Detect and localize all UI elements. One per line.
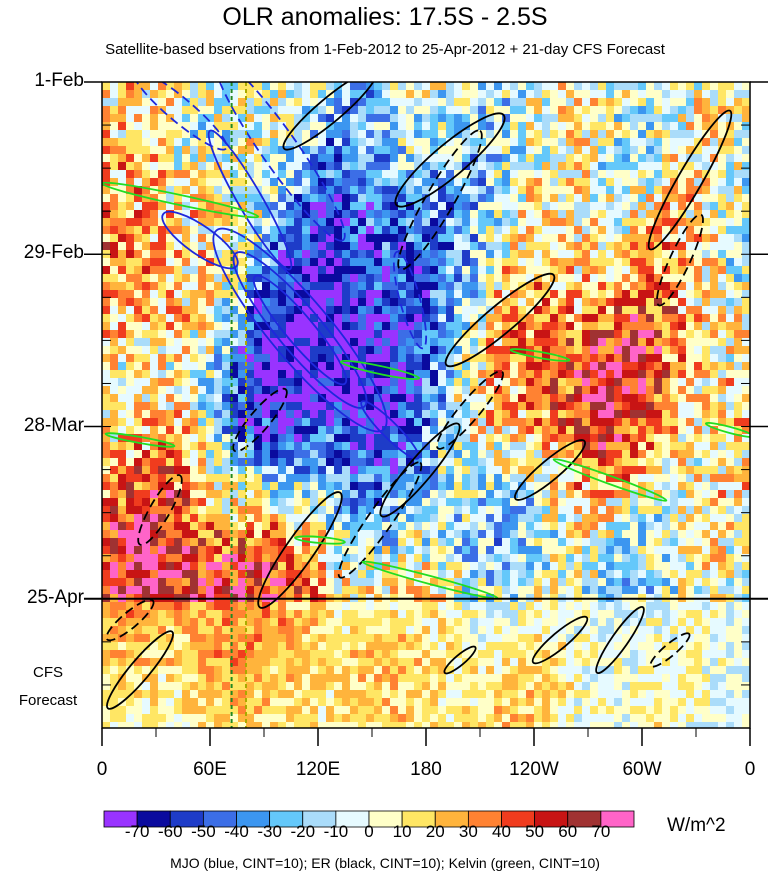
colorbar-label-12: 50 (525, 822, 545, 841)
er-neg-contour-6 (649, 632, 691, 668)
colorbar-label-13: 60 (558, 822, 578, 841)
y-tick-label-1: 29-Feb (23, 242, 84, 264)
mjo-contour-2 (252, 274, 348, 386)
kelvin-contour-7 (294, 535, 346, 545)
er-contour-2 (379, 422, 461, 518)
colorbar-label-14: 70 (591, 822, 611, 841)
mjo-contour-3 (360, 400, 420, 460)
kelvin-contour-1 (339, 359, 421, 381)
er-contour-10 (443, 645, 477, 675)
kelvin-contour-0 (102, 181, 260, 219)
kelvin-contour-6 (104, 432, 176, 448)
er-neg-contour-4 (656, 213, 704, 307)
mjo-contour-1 (232, 251, 368, 409)
kelvin-contour-2 (552, 458, 668, 502)
er-neg-contour-5 (105, 598, 155, 642)
colorbar-label-8: 10 (392, 822, 412, 841)
er-contour-4 (647, 109, 733, 251)
mjo-contour-4 (161, 210, 239, 270)
y-tick-label-2: 28-Mar (23, 414, 84, 436)
er-contour-5 (257, 491, 343, 609)
er-contour-8 (282, 82, 378, 151)
er-contour-1 (444, 272, 556, 368)
forecast-label-line1: CFS (33, 664, 63, 681)
chart-subtitle: Satellite-based bservations from 1-Feb-2… (105, 41, 665, 58)
wave-contours (102, 82, 750, 728)
plot-frame (84, 81, 768, 746)
y-tick-label-0: 1-Feb (34, 70, 84, 91)
mjo-contour-5 (207, 129, 293, 271)
er-contour-7 (106, 630, 174, 710)
mjo-neg-contour-1 (132, 82, 228, 151)
er-neg-contour-7 (232, 387, 288, 453)
colorbar-label-5: -20 (290, 822, 316, 841)
er-contour-0 (394, 112, 506, 208)
olr-anomaly-field (102, 82, 750, 728)
x-tick-label-6: 0 (744, 759, 756, 780)
x-tick-label-0: 0 (96, 759, 108, 780)
colorbar-label-11: 40 (492, 822, 511, 841)
x-tick-label-1: 60E (193, 759, 227, 780)
y-tick-label-3: 25-Apr (26, 586, 84, 608)
colorbar (103, 810, 635, 828)
x-tick-label-2: 120E (295, 759, 341, 780)
x-tick-label-4: 120W (509, 759, 559, 780)
colorbar-label-10: 30 (458, 822, 478, 841)
colorbar-units: W/m^2 (667, 815, 726, 836)
kelvin-contour-3 (509, 348, 571, 362)
contour-legend: MJO (blue, CINT=10); ER (black, CINT=10)… (170, 855, 600, 871)
er-contour-6 (531, 615, 589, 665)
er-neg-contour-1 (337, 461, 423, 579)
colorbar-label-3: -40 (224, 822, 249, 841)
mjo-neg-contour-2 (392, 250, 428, 350)
x-tick-label-3: 180 (410, 759, 442, 780)
colorbar-label-6: -10 (323, 822, 349, 841)
er-contour-3 (514, 439, 586, 501)
er-neg-contour-0 (397, 129, 483, 271)
colorbar-label-4: -30 (257, 822, 282, 841)
er-neg-contour-3 (436, 370, 504, 450)
er-contour-9 (595, 606, 645, 674)
x-tick-label-5: 60W (622, 759, 662, 780)
mjo-contour-0 (212, 227, 388, 433)
colorbar-label-0: -70 (124, 822, 150, 841)
colorbar-label-9: 20 (425, 822, 445, 841)
colorbar-label-7: 0 (364, 822, 374, 841)
colorbar-swatch-15 (600, 810, 635, 828)
chart-title: OLR anomalies: 17.5S - 2.5S (222, 3, 548, 31)
colorbar-label-1: -60 (157, 822, 183, 841)
er-neg-contour-2 (137, 474, 183, 546)
mjo-neg-contour-0 (214, 82, 346, 242)
colorbar-label-2: -50 (191, 822, 216, 841)
forecast-label-line2: Forecast (18, 692, 78, 709)
kelvin-contour-5 (704, 422, 750, 438)
